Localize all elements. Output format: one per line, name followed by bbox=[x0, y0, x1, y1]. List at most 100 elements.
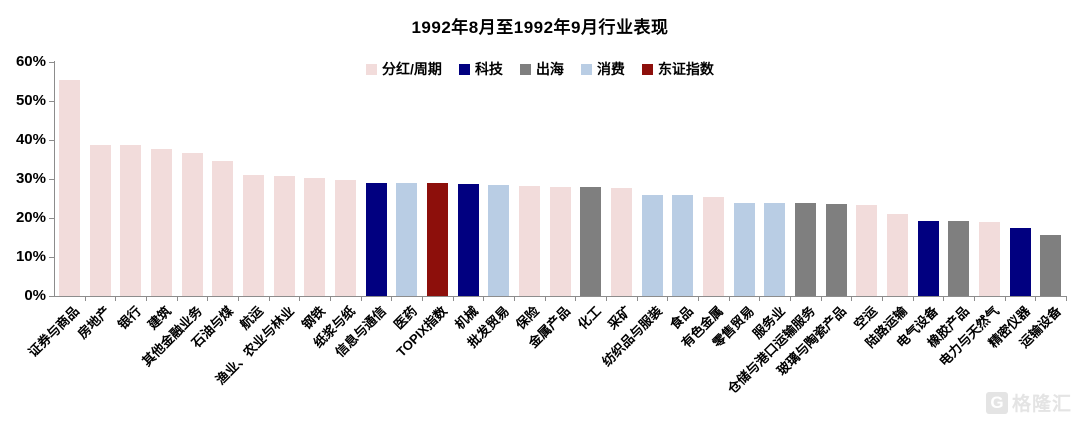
x-axis-tick bbox=[207, 297, 209, 301]
legend-item-1: 科技 bbox=[458, 59, 503, 79]
x-axis-tick bbox=[575, 297, 577, 301]
chart-bar-3 bbox=[150, 148, 172, 296]
chart-bar-2 bbox=[120, 145, 142, 296]
chart-bar-28 bbox=[917, 220, 939, 296]
chart-bar-8 bbox=[304, 178, 326, 296]
x-axis-tick bbox=[1066, 297, 1067, 301]
y-axis-tick bbox=[49, 257, 54, 258]
y-axis-tick-label: 0% bbox=[24, 287, 46, 304]
chart-bar-23 bbox=[764, 203, 786, 296]
chart-bar-17 bbox=[580, 186, 602, 296]
x-axis-tick bbox=[882, 297, 883, 301]
chart-legend: 分红/周期 科技 出海 消费 东证指数 bbox=[0, 59, 1080, 79]
chart-bar-1 bbox=[89, 144, 111, 296]
x-axis-tick bbox=[636, 297, 638, 301]
chart-bar-24 bbox=[794, 203, 816, 296]
chart-bar-20 bbox=[672, 195, 694, 296]
chart-bar-32 bbox=[1040, 234, 1062, 296]
legend-marker-icon bbox=[366, 63, 378, 75]
legend-label: 消费 bbox=[596, 61, 625, 77]
chart-bar-12 bbox=[426, 182, 448, 296]
x-axis-tick bbox=[514, 297, 515, 301]
legend-marker-icon bbox=[519, 63, 531, 75]
chart-bar-0 bbox=[58, 79, 80, 296]
x-axis-tick bbox=[483, 297, 485, 301]
chart-bar-30 bbox=[978, 222, 1000, 296]
y-axis-tick bbox=[49, 140, 54, 141]
chart-bar-16 bbox=[549, 186, 571, 296]
x-axis-tick bbox=[238, 297, 239, 301]
chart-bar-10 bbox=[365, 182, 387, 296]
chart-title: 1992年8月至1992年9月行业表现 bbox=[411, 18, 669, 37]
chart-bar-19 bbox=[641, 194, 663, 296]
chart-bar-21 bbox=[702, 196, 724, 296]
x-axis-tick bbox=[728, 297, 730, 301]
legend-item-4: 东证指数 bbox=[641, 59, 714, 79]
x-axis-tick bbox=[84, 297, 86, 301]
y-axis-tick-label: 40% bbox=[15, 131, 46, 148]
x-axis-tick bbox=[606, 297, 607, 301]
x-axis-tick bbox=[790, 297, 791, 301]
y-axis-tick bbox=[49, 218, 54, 219]
x-axis-tick bbox=[391, 297, 393, 301]
chart-bar-5 bbox=[212, 161, 234, 296]
legend-marker-icon bbox=[458, 63, 470, 75]
legend-marker-icon bbox=[641, 63, 653, 75]
y-axis-tick bbox=[49, 62, 54, 63]
chart-bar-7 bbox=[273, 176, 295, 296]
x-axis-tick bbox=[1004, 297, 1006, 301]
x-axis-tick bbox=[268, 297, 270, 301]
chart-bar-18 bbox=[610, 187, 632, 296]
chart-bar-22 bbox=[733, 202, 755, 296]
x-axis-tick bbox=[176, 297, 178, 301]
y-axis-tick bbox=[49, 101, 54, 102]
x-axis-tick bbox=[974, 297, 975, 301]
x-axis-tick bbox=[146, 297, 147, 301]
y-axis-tick-label: 30% bbox=[15, 170, 46, 187]
y-axis-tick bbox=[49, 179, 54, 180]
watermark: G 格隆汇 bbox=[985, 389, 1072, 416]
chart-bar-26 bbox=[856, 204, 878, 296]
legend-label: 东证指数 bbox=[657, 61, 714, 77]
chart-bar-4 bbox=[181, 153, 203, 296]
chart-bar-27 bbox=[886, 214, 908, 296]
x-axis-tick bbox=[667, 297, 669, 301]
y-axis-tick-label: 50% bbox=[15, 92, 46, 109]
chart-bar-25 bbox=[825, 203, 847, 296]
x-axis-tick bbox=[299, 297, 301, 301]
x-axis-tick bbox=[452, 297, 454, 301]
x-axis-tick bbox=[698, 297, 699, 301]
legend-label: 分红/周期 bbox=[382, 61, 442, 77]
x-axis-tick bbox=[851, 297, 853, 301]
x-axis-tick bbox=[115, 297, 117, 301]
x-axis-tick bbox=[360, 297, 362, 301]
x-axis-tick bbox=[820, 297, 822, 301]
x-axis-tick bbox=[1035, 297, 1037, 301]
chart-bar-31 bbox=[1009, 227, 1031, 296]
legend-marker-icon bbox=[580, 63, 592, 75]
legend-label: 出海 bbox=[535, 61, 564, 77]
x-axis-tick bbox=[943, 297, 945, 301]
chart-bar-15 bbox=[518, 186, 540, 296]
legend-item-2: 出海 bbox=[519, 59, 564, 79]
y-axis-tick-label: 20% bbox=[15, 209, 46, 226]
chart-bar-11 bbox=[396, 183, 418, 296]
y-axis-line bbox=[54, 61, 55, 296]
x-axis-tick bbox=[330, 297, 331, 301]
x-axis-tick bbox=[759, 297, 761, 301]
y-axis-tick-label: 10% bbox=[15, 248, 46, 265]
y-axis-tick-label: 60% bbox=[15, 53, 46, 70]
chart-bar-29 bbox=[948, 221, 970, 296]
chart-bar-14 bbox=[488, 184, 510, 296]
y-axis-tick bbox=[49, 296, 54, 297]
legend-label: 科技 bbox=[474, 61, 503, 77]
chart-bar-13 bbox=[457, 183, 479, 296]
chart-bar-9 bbox=[334, 180, 356, 296]
chart-bar-6 bbox=[242, 175, 264, 296]
x-axis-line bbox=[54, 296, 1067, 297]
x-axis-tick bbox=[544, 297, 546, 301]
x-axis-tick bbox=[912, 297, 914, 301]
x-axis-tick bbox=[422, 297, 423, 301]
